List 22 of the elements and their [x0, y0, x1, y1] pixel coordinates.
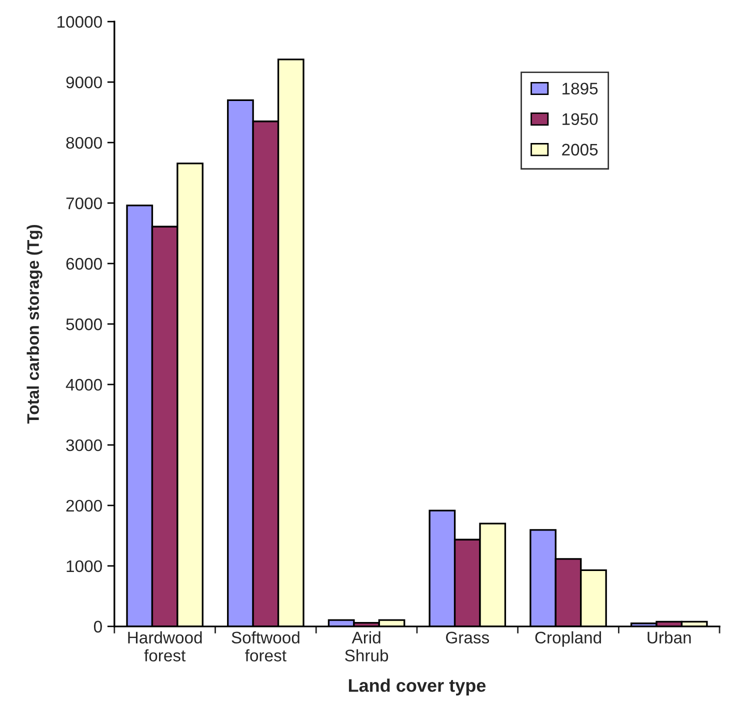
y-tick-label: 2000: [66, 500, 102, 512]
y-tick-label: 5000: [66, 318, 102, 330]
y-tick-label: 9000: [66, 76, 102, 88]
x-tick-label: Cropland: [535, 631, 602, 647]
x-tick-label: Grass: [446, 632, 490, 644]
y-tick-label: 0: [94, 620, 102, 633]
y-axis-title: Total carbon storage (Tg): [26, 224, 42, 424]
y-tick-label: 3000: [66, 439, 102, 452]
x-tick-label: Urban: [648, 631, 691, 644]
y-tick-label: 6000: [66, 258, 102, 270]
y-tick-label: 8000: [66, 136, 102, 149]
y-tick-label: 1000: [66, 560, 102, 572]
y-tick-label: 10000: [58, 16, 102, 28]
legend-label: 1895: [562, 82, 598, 95]
x-axis-title: Land cover type: [348, 678, 486, 696]
y-tick-label: 4000: [66, 378, 102, 391]
legend-label: 1950: [562, 113, 598, 126]
x-tick-label: Hardwood forest: [128, 631, 202, 662]
x-tick-label: Arid Shrub: [345, 631, 388, 662]
y-tick-label: 7000: [66, 197, 102, 210]
x-tick-label: Softwood forest: [232, 631, 300, 662]
legend-label: 2005: [562, 144, 598, 156]
